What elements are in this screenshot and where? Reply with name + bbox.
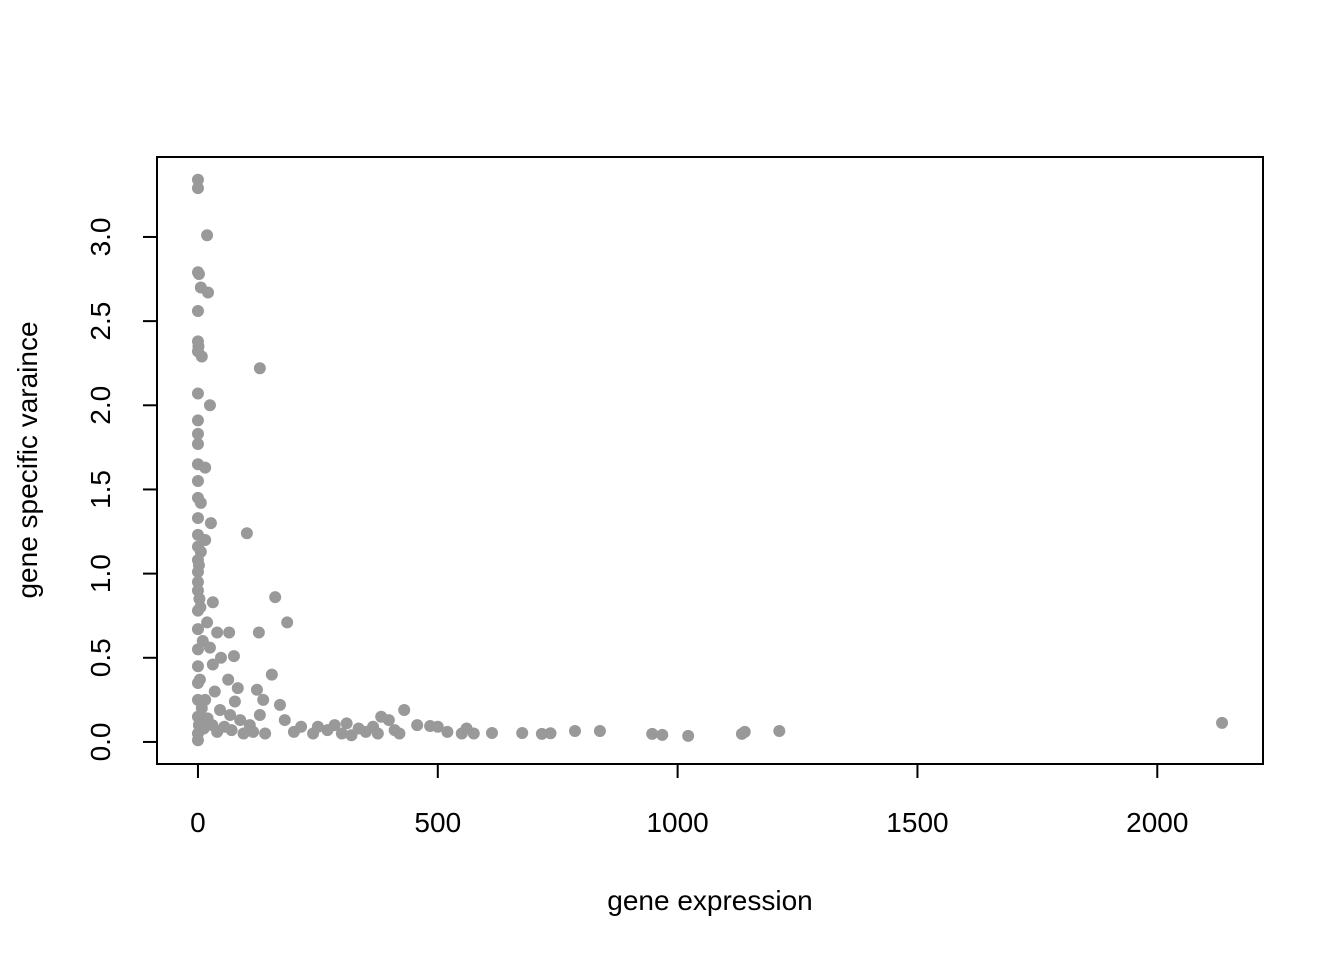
point	[656, 728, 669, 741]
point	[278, 714, 291, 727]
point	[269, 591, 282, 604]
x-tick-label: 500	[414, 807, 461, 838]
point	[192, 267, 205, 280]
point	[273, 698, 286, 711]
point	[214, 703, 227, 716]
point	[240, 527, 253, 540]
point	[228, 695, 241, 708]
y-tick-label: 0.5	[85, 638, 116, 677]
point	[485, 727, 498, 740]
point	[234, 714, 247, 727]
point	[265, 668, 278, 681]
point	[281, 616, 294, 629]
point	[340, 717, 353, 730]
point	[682, 729, 695, 742]
point	[191, 475, 204, 488]
point	[199, 461, 212, 474]
point	[222, 673, 235, 686]
point	[250, 683, 263, 696]
y-tick-label: 2.0	[85, 386, 116, 425]
x-tick-label: 1500	[886, 807, 948, 838]
point	[214, 651, 227, 664]
x-tick-label: 1000	[646, 807, 708, 838]
point	[206, 596, 219, 609]
y-axis-label: gene specific varaince	[12, 321, 43, 598]
point	[328, 719, 341, 732]
point	[204, 517, 217, 530]
point	[191, 643, 204, 656]
point	[773, 725, 786, 738]
point	[208, 685, 221, 698]
point	[441, 725, 454, 738]
point	[467, 727, 480, 740]
y-tick-label: 1.5	[85, 470, 116, 509]
point	[247, 725, 260, 738]
point	[191, 173, 204, 186]
x-tick-label: 0	[190, 807, 206, 838]
y-tick-label: 0.0	[85, 722, 116, 761]
point	[311, 720, 324, 733]
point	[206, 658, 219, 671]
point	[191, 565, 204, 578]
point	[411, 719, 424, 732]
point	[295, 720, 308, 733]
point	[257, 693, 270, 706]
point	[516, 727, 529, 740]
x-tick-label: 2000	[1126, 807, 1188, 838]
point	[227, 650, 240, 663]
point	[191, 677, 204, 690]
y-tick-label: 2.5	[85, 302, 116, 341]
point	[191, 660, 204, 673]
point	[191, 734, 204, 747]
point	[237, 727, 250, 740]
point	[231, 682, 244, 695]
point	[203, 641, 216, 654]
point	[738, 725, 751, 738]
point	[191, 623, 204, 636]
point	[568, 725, 581, 738]
point	[335, 727, 348, 740]
point	[224, 709, 237, 722]
point	[194, 601, 207, 614]
point	[544, 727, 557, 740]
point	[191, 427, 204, 440]
point	[371, 727, 384, 740]
point	[191, 576, 204, 589]
point	[191, 387, 204, 400]
point	[211, 626, 224, 639]
point	[223, 626, 236, 639]
point	[225, 724, 238, 737]
point	[535, 727, 548, 740]
y-tick-label: 3.0	[85, 217, 116, 256]
point	[646, 727, 659, 740]
point	[398, 703, 411, 716]
point	[201, 229, 214, 242]
point	[203, 399, 216, 412]
point	[195, 350, 208, 363]
point	[191, 182, 204, 195]
point	[195, 702, 208, 715]
point	[1216, 716, 1229, 729]
point	[191, 438, 204, 451]
y-tick-label: 1.0	[85, 554, 116, 593]
point	[194, 496, 207, 509]
point	[253, 362, 266, 375]
point	[253, 709, 266, 722]
point	[201, 616, 214, 629]
point	[259, 727, 272, 740]
point	[393, 727, 406, 740]
point	[382, 714, 395, 727]
point	[191, 414, 204, 427]
point	[431, 720, 444, 733]
plot-frame	[156, 156, 1264, 765]
point	[202, 286, 215, 299]
point	[191, 512, 204, 525]
point	[593, 725, 606, 738]
x-axis-label: gene expression	[607, 885, 812, 916]
point	[191, 305, 204, 318]
point	[252, 626, 265, 639]
